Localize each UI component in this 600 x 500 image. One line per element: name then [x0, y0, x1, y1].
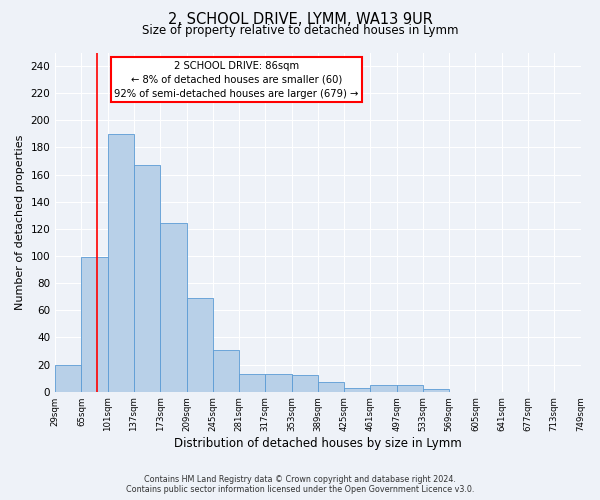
Text: Contains HM Land Registry data © Crown copyright and database right 2024.
Contai: Contains HM Land Registry data © Crown c… [126, 474, 474, 494]
Text: 2 SCHOOL DRIVE: 86sqm
← 8% of detached houses are smaller (60)
92% of semi-detac: 2 SCHOOL DRIVE: 86sqm ← 8% of detached h… [114, 61, 359, 99]
Bar [292, 376, 318, 392]
Bar [108, 134, 134, 392]
Bar [134, 165, 160, 392]
Bar [160, 224, 187, 392]
Bar [265, 374, 292, 392]
Bar [213, 350, 239, 392]
Bar [318, 382, 344, 392]
Text: Size of property relative to detached houses in Lymm: Size of property relative to detached ho… [142, 24, 458, 37]
Bar [82, 258, 108, 392]
Bar [239, 374, 265, 392]
Bar [397, 385, 423, 392]
Bar [344, 388, 370, 392]
Text: 2, SCHOOL DRIVE, LYMM, WA13 9UR: 2, SCHOOL DRIVE, LYMM, WA13 9UR [167, 12, 433, 28]
Bar [370, 385, 397, 392]
Y-axis label: Number of detached properties: Number of detached properties [15, 134, 25, 310]
X-axis label: Distribution of detached houses by size in Lymm: Distribution of detached houses by size … [174, 437, 462, 450]
Bar [187, 298, 213, 392]
Bar [423, 389, 449, 392]
Bar [55, 364, 82, 392]
